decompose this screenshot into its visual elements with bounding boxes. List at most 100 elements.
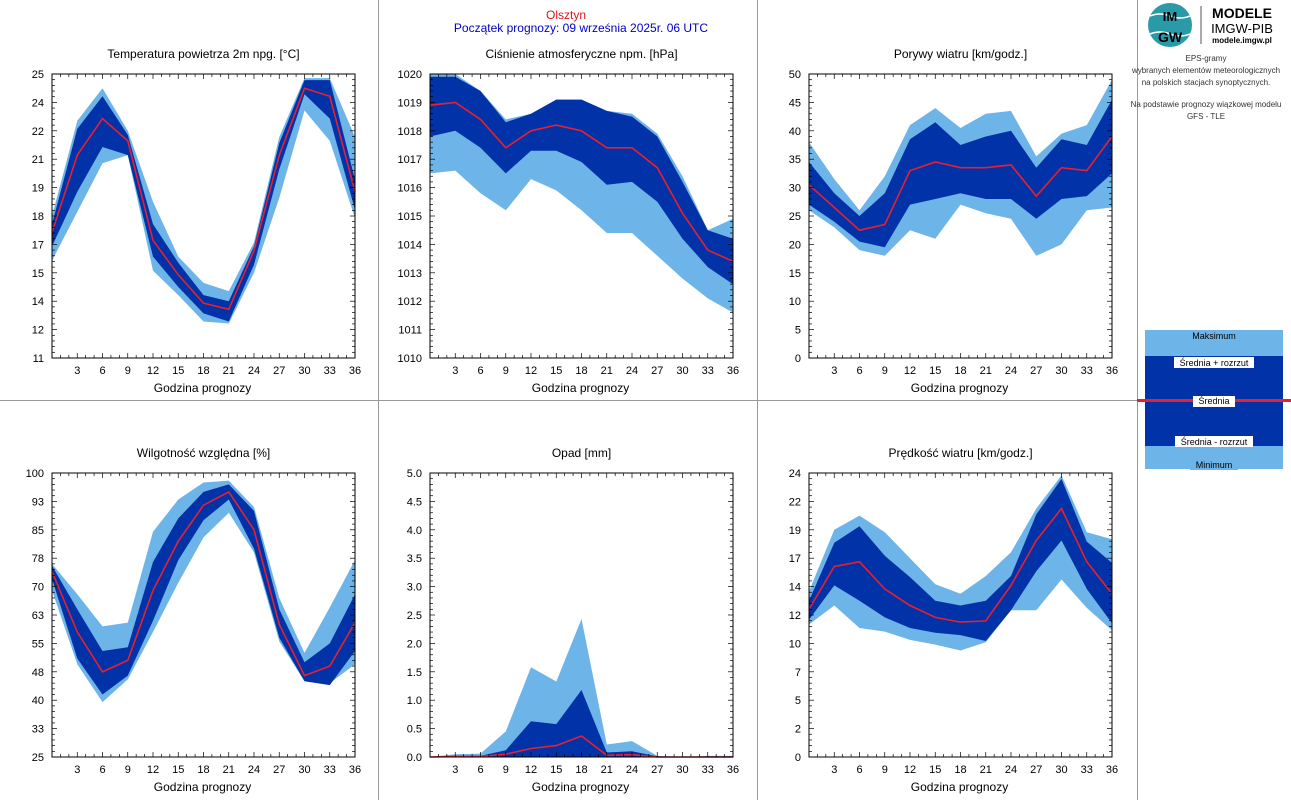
- pressure-xtick-label: 27: [651, 365, 663, 377]
- wind-gusts-xlabel: Godzina prognozy: [911, 381, 1008, 395]
- pressure-xtick-label: 33: [702, 365, 714, 377]
- pressure-ytick-label: 1011: [398, 325, 422, 337]
- wind-gusts-xtick-label: 12: [904, 365, 916, 377]
- wind-speed-ytick-label: 12: [789, 610, 801, 622]
- pressure-xtick-label: 18: [575, 365, 587, 377]
- temperature-xtick-label: 3: [74, 365, 80, 377]
- wind-gusts-xtick-label: 30: [1055, 365, 1067, 377]
- humidity-xtick-label: 24: [248, 764, 260, 776]
- pressure-ytick-label: 1015: [398, 211, 422, 223]
- wind-speed-mean-line: [808, 506, 1113, 623]
- precipitation-outer-band: [430, 619, 733, 757]
- humidity-tick-marks: [51, 472, 356, 758]
- precipitation-xtick-label: 18: [575, 764, 587, 776]
- temperature-xtick-label: 27: [273, 365, 285, 377]
- humidity-ytick-label: 85: [32, 525, 44, 537]
- wind-speed-xtick-label: 9: [882, 764, 888, 776]
- wind-gusts-chart: Porywy wiatru [km/godz.] 0 5 10 15 20 25 30 35 40…: [789, 47, 1118, 395]
- wind-gusts-ytick-label: 35: [789, 154, 801, 166]
- humidity-xtick-label: 3: [74, 764, 80, 776]
- humidity-xtick-label: 21: [223, 764, 235, 776]
- logo-im-glyph: IM: [1163, 9, 1177, 24]
- imgw-logo: IM GW MODELE IMGW-PIB modele.imgw.pl: [1148, 3, 1273, 47]
- pressure-tick-marks: [429, 73, 734, 359]
- humidity-chart: Wilgotność względna [%]25334048556370788…: [26, 446, 361, 794]
- precipitation-xtick-label: 9: [503, 764, 509, 776]
- pressure-ytick-label: 1017: [398, 154, 422, 166]
- temperature-xtick-label: 36: [349, 365, 361, 377]
- wind-gusts-title: Porywy wiatru [km/godz.]: [894, 47, 1027, 61]
- wind-speed-ytick-label: 24: [789, 468, 801, 480]
- forecast-start: Początek prognozy: 09 września 2025r. 06…: [454, 21, 708, 35]
- precipitation-xtick-label: 15: [550, 764, 562, 776]
- humidity-ytick-label: 25: [32, 752, 44, 764]
- pressure-xtick-label: 24: [626, 365, 638, 377]
- humidity-xtick-label: 6: [99, 764, 105, 776]
- temperature-ytick-label: 19: [32, 183, 44, 195]
- station-name: Olsztyn: [546, 8, 586, 22]
- pressure-ytick-label: 1013: [398, 268, 422, 280]
- logo-name-line1: MODELE: [1212, 5, 1272, 21]
- precipitation-xtick-label: 21: [601, 764, 613, 776]
- humidity-ytick-label: 33: [32, 724, 44, 736]
- precipitation-ytick-label: 5.0: [407, 468, 422, 480]
- info-line: na polskich stacjach synoptycznych.: [1142, 78, 1271, 87]
- legend-label-bg-mean: [1193, 396, 1235, 407]
- precipitation-ytick-label: 1.0: [407, 695, 422, 707]
- pressure-xtick-label: 9: [503, 365, 509, 377]
- wind-gusts-tick-marks: [808, 73, 1113, 359]
- info-text: EPS-gramy wybranych elementów meteorolog…: [1131, 54, 1282, 121]
- wind-speed-ytick-label: 7: [795, 667, 801, 679]
- pressure-xtick-label: 30: [676, 365, 688, 377]
- wind-speed-ytick-label: 17: [789, 553, 801, 565]
- precipitation-ytick-label: 0.5: [407, 724, 422, 736]
- precipitation-xtick-label: 27: [651, 764, 663, 776]
- precipitation-ytick-label: 1.5: [407, 667, 422, 679]
- temperature-xtick-label: 12: [147, 365, 159, 377]
- humidity-xtick-label: 12: [147, 764, 159, 776]
- humidity-ytick-label: 78: [32, 553, 44, 565]
- wind-speed-xlabel: Godzina prognozy: [911, 780, 1008, 794]
- humidity-xlabel: Godzina prognozy: [154, 780, 251, 794]
- precipitation-ytick-label: 2.5: [407, 610, 422, 622]
- wind-speed-xtick-label: 33: [1081, 764, 1093, 776]
- humidity-outer-band: [52, 480, 355, 703]
- precipitation-ytick-label: 4.0: [407, 525, 422, 537]
- humidity-xtick-label: 15: [172, 764, 184, 776]
- temperature-ytick-label: 17: [32, 239, 44, 251]
- wind-speed-ytick-label: 5: [795, 695, 801, 707]
- wind-speed-xtick-label: 6: [856, 764, 862, 776]
- temperature-ytick-label: 15: [32, 268, 44, 280]
- legend-label-bg-max: [1189, 330, 1239, 341]
- legend: Maksimum Średnia + rozrzut Średnia Średn…: [1137, 330, 1291, 470]
- legend-mean-minus-label: Średnia - rozrzut: [1181, 436, 1248, 447]
- legend-label-bg-min: [1190, 459, 1238, 470]
- wind-speed-ytick-label: 2: [795, 724, 801, 736]
- temperature-ytick-label: 18: [32, 211, 44, 223]
- wind-gusts-ytick-label: 5: [795, 325, 801, 337]
- pressure-ytick-label: 1010: [398, 353, 422, 365]
- temperature-ytick-label: 11: [33, 353, 44, 365]
- temperature-ytick-label: 12: [32, 325, 44, 337]
- pressure-ytick-label: 1016: [398, 183, 422, 195]
- humidity-xtick-label: 33: [324, 764, 336, 776]
- precipitation-xtick-label: 3: [452, 764, 458, 776]
- wind-gusts-ytick-label: 45: [789, 97, 801, 109]
- humidity-mean-line: [51, 490, 356, 677]
- wind-gusts-xtick-label: 15: [929, 365, 941, 377]
- wind-gusts-ytick-label: 50: [789, 69, 801, 81]
- precipitation-ytick-label: 2.0: [407, 638, 422, 650]
- pressure-ytick-label: 1018: [398, 126, 422, 138]
- legend-min-label: Minimum: [1196, 460, 1233, 470]
- logo-name-line2: IMGW-PIB: [1211, 21, 1273, 36]
- legend-outer-band-bottom: [1145, 446, 1283, 469]
- pressure-ytick-label: 1014: [398, 239, 422, 251]
- pressure-ytick-label: 1020: [398, 69, 422, 81]
- humidity-xtick-label: 9: [125, 764, 131, 776]
- precipitation-ytick-label: 3.5: [407, 553, 422, 565]
- temperature-xtick-label: 9: [125, 365, 131, 377]
- wind-speed-ytick-label: 10: [789, 638, 801, 650]
- temperature-xtick-label: 21: [223, 365, 235, 377]
- temperature-xtick-label: 18: [197, 365, 209, 377]
